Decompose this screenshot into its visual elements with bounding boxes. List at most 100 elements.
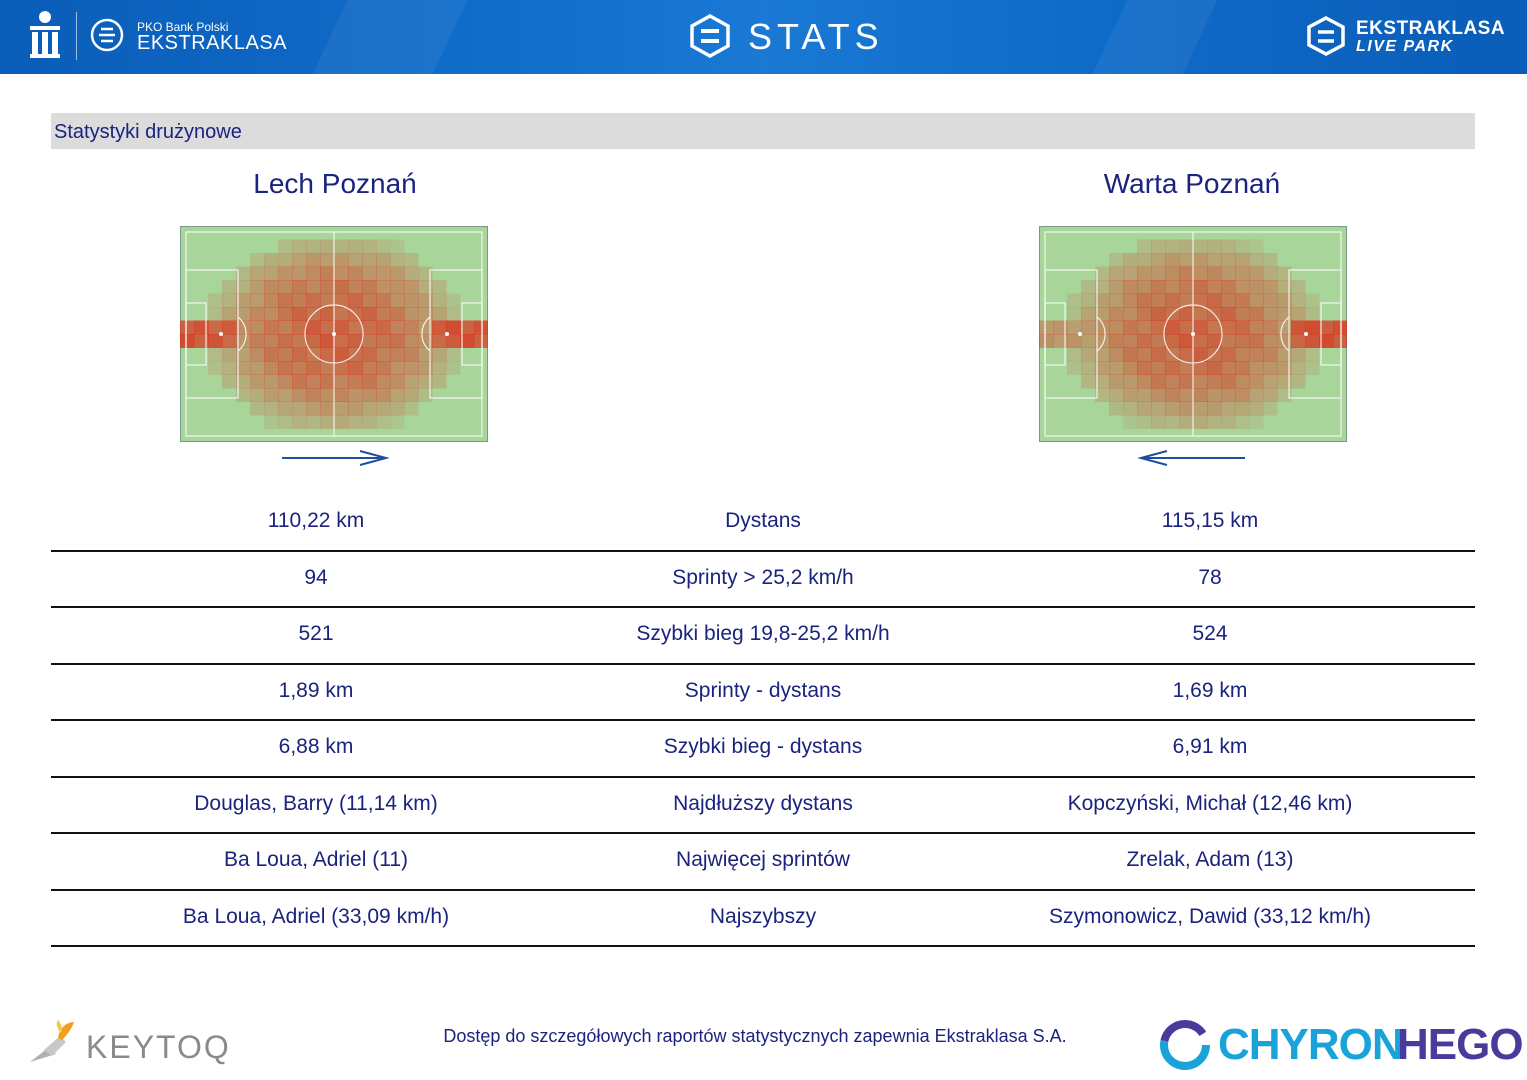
heatmap-cell [334, 320, 349, 335]
heatmap-cell [390, 253, 405, 267]
heatmap-cell [208, 320, 223, 335]
heatmap-cell [362, 415, 377, 429]
heatmap-cell [1151, 388, 1166, 402]
heatmap-cell [1109, 266, 1124, 281]
heatmap-cell [1067, 347, 1082, 362]
heatmap-cell [390, 415, 405, 429]
heatmap-cell [320, 253, 335, 267]
section-header: Statystyki drużynowe [51, 113, 1475, 149]
away-value: 1,69 km [1172, 678, 1248, 702]
heatmap-cell [1235, 253, 1250, 267]
heatmap-cell [222, 361, 237, 375]
heatmap-cell [250, 401, 265, 416]
heatmap-cell [278, 361, 293, 375]
heatmap-cell [1095, 347, 1110, 362]
heatmap-cell [418, 280, 433, 294]
heatmap-cell [334, 307, 349, 321]
heatmap-cell [1137, 239, 1152, 254]
heatmap-cell [1249, 374, 1264, 389]
heatmap-cell [446, 334, 461, 348]
heatmap-cell [1193, 347, 1208, 362]
heatmap-cell [362, 293, 377, 308]
heatmap-cell [418, 374, 433, 389]
heatmap-cell [264, 320, 279, 335]
heatmap-cell [264, 307, 279, 321]
away-value: Kopczyński, Michał (12,46 km) [1067, 791, 1353, 815]
heatmap-cell [306, 280, 321, 294]
heatmap-cell [1095, 266, 1110, 281]
heatmap-cell [348, 401, 363, 416]
heatmap-cell [1067, 320, 1082, 335]
heatmap-cell [1263, 266, 1278, 281]
heatmap-cell [320, 307, 335, 321]
heatmap-cell [362, 320, 377, 335]
heatmap-cell [418, 347, 433, 362]
home-attack-direction-arrow-icon [282, 450, 390, 466]
heatmap-cell [278, 293, 293, 308]
heatmap-cell [1123, 388, 1138, 402]
heatmap-cell [1179, 361, 1194, 375]
heatmap-cell [1123, 361, 1138, 375]
heatmap-cell [278, 253, 293, 267]
heatmap-cell [1137, 266, 1152, 281]
heatmap-cell [250, 253, 265, 267]
heatmap-cell [292, 347, 307, 362]
heatmap-cell [1081, 334, 1096, 348]
chyronhego-brand-first: CHYRON [1218, 1020, 1404, 1069]
heatmap-cell [446, 307, 461, 321]
heatmap-cell [236, 320, 251, 335]
heatmap-cell [1137, 293, 1152, 308]
heatmap-cell [1137, 361, 1152, 375]
heatmap-cell [236, 307, 251, 321]
heatmap-cell [1137, 320, 1152, 335]
league-name: EKSTRAKLASA [137, 32, 288, 54]
live-park-e-icon [1307, 16, 1345, 56]
heatmap-cell [1291, 374, 1306, 389]
heatmap-cell [306, 266, 321, 281]
heatmap-cell [1207, 415, 1222, 429]
heatmap-cell [1095, 320, 1110, 335]
heatmap-cell [376, 320, 391, 335]
heatmap-cell [1263, 293, 1278, 308]
heatmap-cell [432, 307, 447, 321]
heatmap-cell [1221, 401, 1236, 416]
page-title: STATS [748, 16, 884, 57]
stat-label: Szybki bieg 19,8-25,2 km/h [636, 622, 890, 645]
stat-label: Najdłuższy dystans [673, 791, 853, 815]
header-decoration [1092, 0, 1218, 74]
heatmap-cell [1319, 334, 1334, 348]
heatmap-cell [1193, 239, 1208, 254]
heatmap-cell [348, 280, 363, 294]
heatmap-cell [306, 361, 321, 375]
heatmap-cell [1081, 320, 1096, 335]
heatmap-cell [278, 415, 293, 429]
heatmap-cell [334, 401, 349, 416]
heatmap-cell [1291, 320, 1306, 335]
heatmap-cell [1151, 374, 1166, 389]
heatmap-cell [348, 361, 363, 375]
heatmap-cell [236, 266, 251, 281]
heatmap-cell [1151, 401, 1166, 416]
league-sponsor: PKO Bank Polski [137, 20, 229, 34]
heatmap-cell [1109, 388, 1124, 402]
heatmap-cell [1333, 334, 1347, 348]
heatmap-cell [264, 266, 279, 281]
heatmap-cell [250, 347, 265, 362]
heatmap-cell [1179, 307, 1194, 321]
heatmap-cell [1263, 361, 1278, 375]
away-value: Zrelak, Adam (13) [1126, 848, 1294, 871]
heatmap-cell [1109, 401, 1124, 416]
heatmap-cell [1207, 280, 1222, 294]
heatmap-cell [236, 361, 251, 375]
heatmap-cell [334, 347, 349, 362]
heatmap-cell [236, 334, 251, 348]
heatmap-cell [376, 239, 391, 254]
away-team-heatmap [1039, 226, 1347, 442]
heatmap-cell [1137, 374, 1152, 389]
heatmap-cell [1235, 334, 1250, 348]
heatmap-cell [1165, 253, 1180, 267]
heatmap-cell [390, 388, 405, 402]
heatmap-cell [1165, 293, 1180, 308]
heatmap-cell [1277, 347, 1292, 362]
pko-bank-logo-icon [30, 11, 60, 58]
